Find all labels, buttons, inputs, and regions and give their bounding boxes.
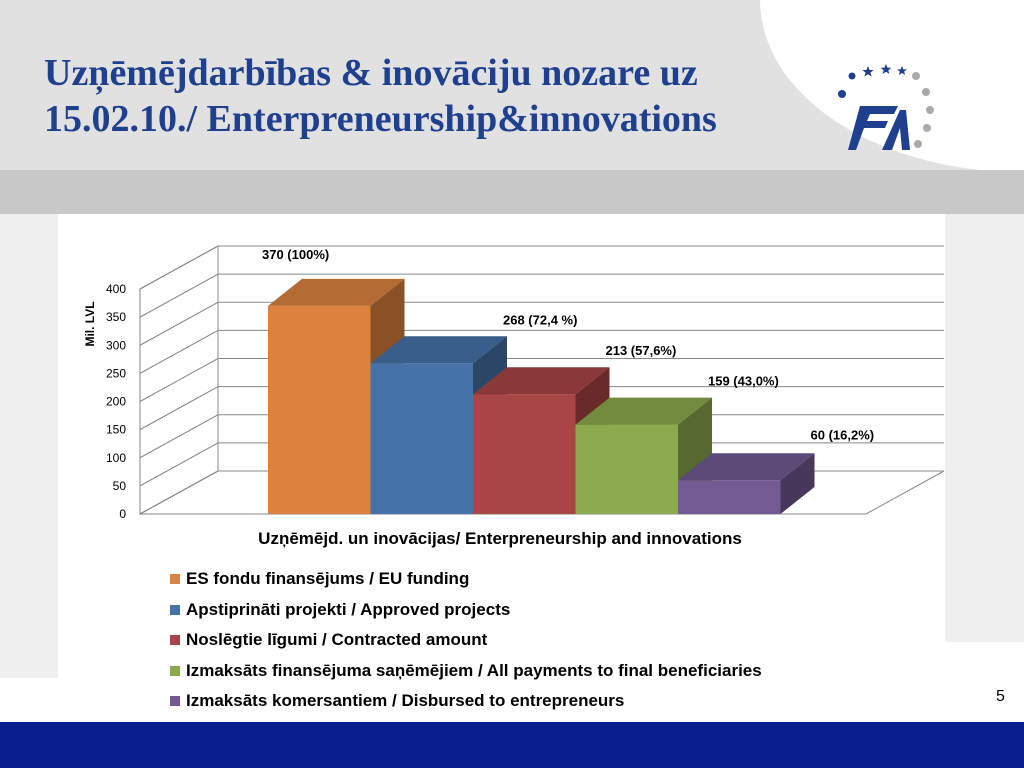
bar-front	[268, 305, 371, 514]
slide-title-line-1: Uzņēmējdarbības & inovāciju nozare uz	[44, 52, 698, 94]
footer-band	[0, 722, 1024, 768]
bar-side	[780, 453, 815, 514]
left-panel	[0, 214, 58, 678]
legend-item-4: Izmaksāts finansējuma saņēmējiem / All p…	[170, 656, 762, 687]
legend-label: ES fondu finansējums / EU funding	[186, 569, 470, 589]
legend-item-2: Apstiprināti projekti / Approved project…	[170, 595, 762, 626]
bar-3	[473, 367, 610, 514]
bar-chart: 0 50 100 150 200 250 300 350 400 370 (100%) 268 (…	[83, 245, 945, 548]
gridline	[139, 301, 944, 346]
legend-swatch	[170, 635, 180, 646]
bar-front	[473, 394, 576, 514]
y-tick-label: 50	[113, 479, 127, 493]
bar-front	[370, 363, 473, 514]
y-axis-ticks: 0 50 100 150 200 250 300 350 400	[106, 282, 126, 521]
data-label-2: 268 (72,4 %)	[503, 312, 577, 327]
slide-title-line-2: 15.02.10./ Enterpreneurship&innovations	[44, 98, 717, 140]
legend-label: Izmaksāts komersantiem / Disbursed to en…	[186, 691, 625, 711]
legend-item-1: ES fondu finansējums / EU funding	[170, 564, 762, 595]
gridline	[139, 358, 944, 402]
bar-front	[678, 480, 781, 514]
legend-swatch	[170, 665, 180, 676]
y-tick-label: 350	[106, 310, 126, 324]
page-number: 5	[996, 688, 1005, 705]
bar-top	[268, 278, 405, 306]
fm-logo	[838, 64, 934, 150]
y-tick-label: 150	[106, 423, 126, 437]
legend-label: Izmaksāts finansējuma saņēmējiem / All p…	[186, 660, 762, 680]
y-axis-label: Mil. LVL	[83, 301, 97, 346]
data-label-5: 60 (16,2%)	[811, 427, 875, 442]
legend-swatch	[170, 604, 180, 615]
legend-item-3: Noslēgtie līgumi / Contracted amount	[170, 625, 762, 656]
chart-legend: ES fondu finansējums / EU funding Apstipr…	[170, 564, 762, 717]
data-labels: 370 (100%) 268 (72,4 %) 213 (57,6%) 159 (43…	[262, 247, 874, 442]
y-tick-label: 400	[106, 282, 126, 296]
slide-title: Uzņēmējdarbības & inovāciju nozare uz 15…	[44, 50, 844, 142]
legend-swatch	[170, 696, 180, 707]
gridline	[139, 245, 944, 290]
x-axis-label: Uzņēmējd. un inovācijas/ Enterpreneurshi…	[258, 529, 742, 548]
legend-label: Noslēgtie līgumi / Contracted amount	[186, 630, 488, 650]
gridline	[139, 273, 944, 318]
data-label-4: 159 (43,0%)	[708, 374, 779, 389]
bar-5	[678, 453, 815, 514]
bar-top	[370, 336, 507, 364]
bar-top	[678, 453, 815, 481]
gridline	[139, 329, 944, 374]
y-tick-label: 0	[119, 507, 126, 521]
legend-label: Apstiprināti projekti / Approved project…	[186, 599, 511, 619]
y-tick-label: 200	[106, 395, 126, 409]
right-panel	[945, 214, 1024, 642]
y-tick-label: 300	[106, 338, 126, 352]
data-label-1: 370 (100%)	[262, 247, 329, 262]
gridline	[139, 386, 944, 431]
bar-top	[575, 397, 712, 425]
chart-bars	[268, 278, 815, 514]
bar-front	[575, 424, 678, 514]
bar-top	[473, 367, 610, 395]
data-label-3: 213 (57,6%)	[606, 343, 677, 358]
y-tick-label: 100	[106, 451, 126, 465]
legend-item-5: Izmaksāts komersantiem / Disbursed to en…	[170, 686, 762, 717]
header-strip	[0, 170, 1024, 214]
legend-swatch	[170, 574, 180, 585]
y-tick-label: 250	[106, 366, 126, 380]
